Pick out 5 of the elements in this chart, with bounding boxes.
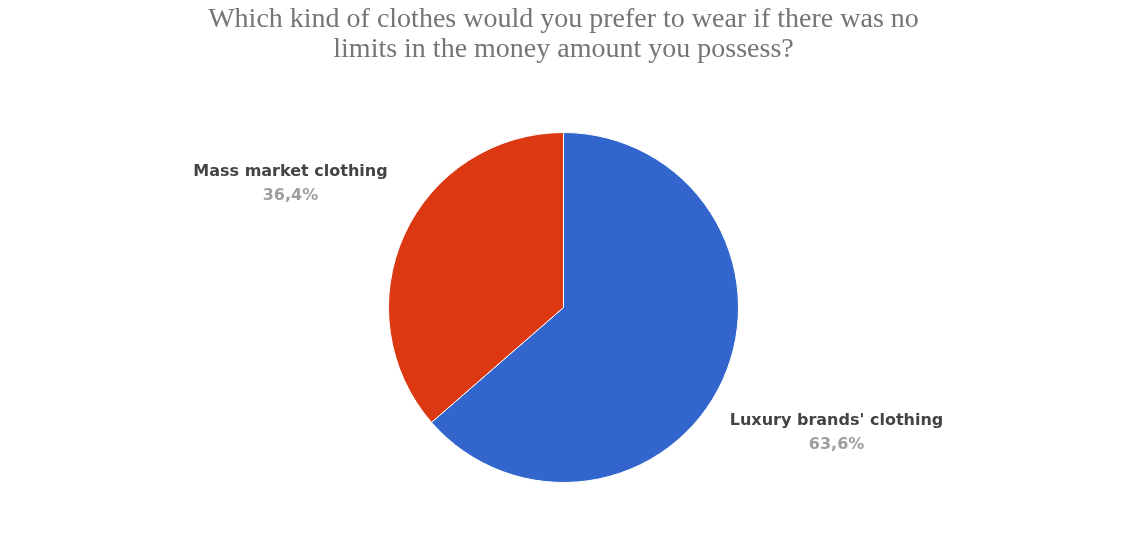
chart-title: Which kind of clothes would you prefer to wear if there was no limits in the money amount you possess? <box>208 2 919 63</box>
slice-label: Mass market clothing <box>193 161 388 181</box>
data-label: 63,6% <box>808 433 865 453</box>
data-label: 36,4% <box>262 185 319 205</box>
slice-label: Luxury brands' clothing <box>729 409 944 429</box>
